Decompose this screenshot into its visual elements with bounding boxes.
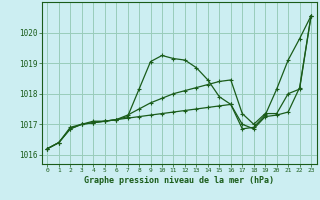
X-axis label: Graphe pression niveau de la mer (hPa): Graphe pression niveau de la mer (hPa) <box>84 176 274 185</box>
